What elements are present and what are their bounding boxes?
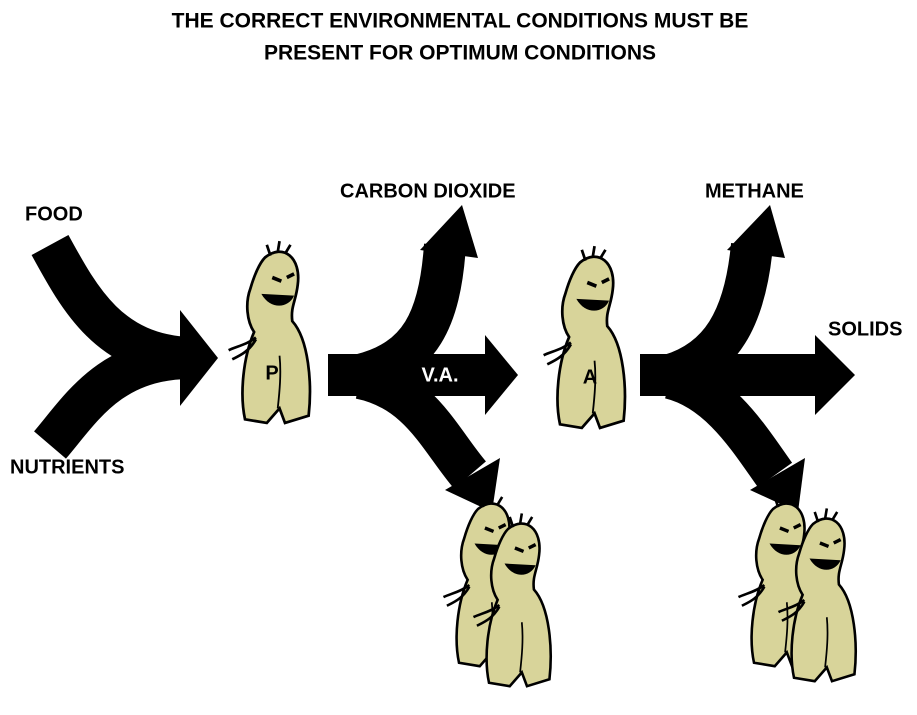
output-label: V.A. [421,364,458,386]
title-line: THE CORRECT ENVIRONMENTAL CONDITIONS MUS… [172,10,749,33]
output-label: METHANE [705,180,804,202]
branch-arrow [328,205,518,512]
organism [544,246,625,428]
branch-arrow [640,205,855,512]
organism [229,241,310,423]
organism-label: P [265,362,278,384]
input-label: FOOD [25,203,83,225]
organism-label: A [583,366,597,388]
output-label: CARBON DIOXIDE [340,180,516,202]
input-arrow [50,245,218,445]
diagram: THE CORRECT ENVIRONMENTAL CONDITIONS MUS… [0,0,917,715]
output-label: SOLIDS [828,318,902,340]
title-line: PRESENT FOR OPTIMUM CONDITIONS [264,42,656,65]
input-label: NUTRIENTS [10,456,124,478]
